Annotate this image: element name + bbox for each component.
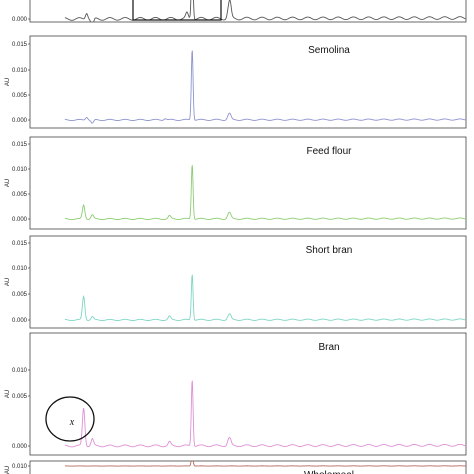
panel-title: Wholemeal	[304, 470, 354, 474]
panel-4: 0.010 0.005 0.000 AU Bran x	[5, 332, 467, 456]
panel-frame	[29, 136, 467, 230]
y-tick-label: 0.000	[12, 217, 28, 223]
panel-frame	[29, 0, 467, 23]
signal-trace	[64, 50, 466, 124]
signal-trace	[64, 165, 466, 221]
panel-1: 0.015 0.010 0.005 0.000 AU Semolina	[5, 35, 467, 129]
signal-trace	[64, 380, 466, 448]
y-tick-label: 0.000	[12, 318, 28, 324]
y-axis-label: AU	[5, 466, 11, 474]
highlight-box	[132, 0, 222, 21]
y-tick-label: 0.010	[12, 368, 28, 374]
signal-trace	[64, 461, 466, 467]
panel-title: Bran	[318, 342, 339, 353]
y-tick-label: 0.010	[12, 464, 28, 470]
panel-0: 0.000	[12, 0, 467, 23]
panel-title: Semolina	[308, 45, 350, 56]
y-axis-label: AU	[5, 278, 11, 286]
y-tick-label: 0.015	[12, 241, 28, 247]
signal-trace	[64, 0, 466, 22]
y-tick-label: 0.005	[12, 192, 28, 198]
panel-frame	[29, 35, 467, 129]
panel-3: 0.015 0.010 0.005 0.000 AU Short bran	[5, 235, 467, 329]
annotation-circle	[45, 396, 95, 442]
y-tick-label: 0.000	[12, 444, 28, 450]
y-tick-label: 0.015	[12, 42, 28, 48]
y-tick-label: 0.005	[12, 394, 28, 400]
y-tick-label: 0.005	[12, 292, 28, 298]
y-axis-label: AU	[5, 179, 11, 187]
panel-frame	[29, 460, 467, 474]
panel-2: 0.015 0.010 0.005 0.000 AU Feed flour	[5, 136, 467, 230]
y-tick-label: 0.010	[12, 266, 28, 272]
y-tick-label: 0.010	[12, 68, 28, 74]
panel-title: Short bran	[306, 245, 353, 256]
signal-trace	[64, 274, 466, 322]
y-tick-label: 0.010	[12, 167, 28, 173]
annotation-label: x	[69, 417, 75, 428]
y-tick-label: 0.015	[12, 142, 28, 148]
y-tick-label: 0.000	[12, 118, 28, 124]
y-axis-label: AU	[5, 390, 11, 398]
y-tick-label: 0.000	[12, 17, 28, 23]
panel-frame	[29, 235, 467, 329]
y-axis-label: AU	[5, 78, 11, 86]
y-tick-label: 0.005	[12, 93, 28, 99]
panel-frame	[29, 332, 467, 456]
panel-title: Feed flour	[306, 146, 352, 157]
